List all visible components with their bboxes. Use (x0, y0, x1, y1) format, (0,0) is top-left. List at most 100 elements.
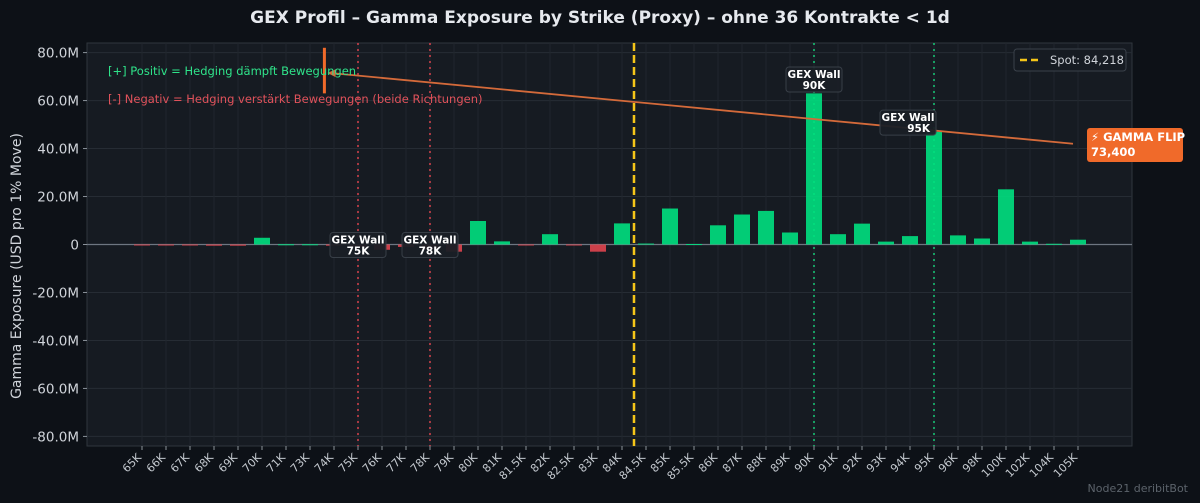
bar-82.5K (566, 244, 582, 246)
negative-annotation: [-] Negativ = Hedging verstärkt Bewegung… (108, 92, 483, 106)
wall-label-title: GEX Wall (331, 235, 384, 247)
x-tick-label: 77K (384, 450, 409, 475)
bar-100K (998, 189, 1014, 245)
y-tick-label: -80.0M (32, 429, 79, 445)
x-tick-label: 65K (120, 450, 145, 475)
bar-89K (782, 232, 798, 245)
wall-label-strike: 75K (347, 246, 371, 258)
bar-88K (758, 210, 774, 245)
y-tick-label: 80.0M (37, 46, 79, 62)
x-tick-label: 71K (264, 450, 289, 475)
gamma-flip-box (1087, 128, 1183, 162)
x-tick-label: 86K (696, 450, 721, 475)
x-tick-label: 76K (360, 450, 385, 475)
y-tick-label: 40.0M (37, 142, 79, 158)
bar-98K (974, 238, 990, 245)
x-tick-label: 67K (168, 450, 193, 475)
x-tick-label: 90K (792, 450, 817, 475)
gamma-flip-arrow (330, 72, 1074, 145)
bar-71K (278, 244, 294, 246)
wall-label-strike: 78K (419, 246, 443, 258)
wall-label-box (879, 109, 937, 136)
bar-84.5K (638, 243, 654, 245)
gamma-flip-value: 73,400 (1091, 145, 1135, 159)
wall-label-strike: 90K (803, 80, 827, 92)
bar-65K (134, 244, 150, 246)
bar-96K (950, 235, 966, 245)
x-tick-label: 100K (979, 450, 1009, 480)
x-tick-label: 78K (408, 450, 433, 475)
bar-104K (1046, 243, 1062, 245)
x-tick-label: 73K (288, 450, 313, 475)
watermark: Node21 deribitBot (1087, 482, 1188, 495)
bar-73K (302, 244, 318, 246)
legend-box (1013, 48, 1127, 72)
x-tick-label: 94K (888, 450, 913, 475)
x-tick-label: 87K (720, 450, 745, 475)
gamma-flip-label: ⚡ GAMMA FLIP 73,400 (1087, 128, 1185, 162)
bar-93K (878, 241, 894, 245)
bar-81K (494, 241, 510, 245)
bar-85.5K (686, 244, 702, 246)
bar-90K (806, 93, 822, 245)
x-tick-label: 91K (816, 450, 841, 475)
y-tick-label: 0 (70, 238, 79, 254)
x-tick-label: 93K (864, 450, 889, 475)
x-tick-label: 83K (576, 450, 601, 475)
bar-92K (854, 223, 870, 245)
bar-86K (710, 225, 726, 245)
x-tick-label: 104K (1027, 450, 1057, 480)
bar-70K (254, 237, 270, 245)
legend-spot-label: Spot: 84,218 (1050, 53, 1124, 67)
x-tick-label: 80K (456, 450, 481, 475)
bar-85K (662, 208, 678, 245)
y-axis-label: Gamma Exposure (USD pro 1% Move) (9, 133, 25, 399)
y-tick-label: 60.0M (37, 94, 79, 110)
gamma-flip-arrowhead (327, 68, 337, 77)
bar-68K (206, 244, 222, 246)
bar-94K (902, 236, 918, 245)
x-tick-label: 66K (144, 450, 169, 475)
wall-label-box (785, 66, 843, 93)
wall-label-box (401, 232, 459, 258)
bar-81.5K (518, 244, 534, 246)
bar-69K (230, 244, 246, 246)
bar-95K (926, 131, 942, 245)
x-tick-label: 79K (432, 450, 457, 475)
x-tick-label: 68K (192, 450, 217, 475)
x-tick-label: 95K (912, 450, 937, 475)
wall-label-box (329, 232, 387, 258)
y-tick-label: -60.0M (32, 381, 79, 397)
positive-annotation: [+] Positiv = Hedging dämpft Bewegungen (108, 64, 356, 78)
x-tick-label: 96K (936, 450, 961, 475)
bar-102K (1022, 241, 1038, 245)
x-tick-label: 89K (768, 450, 793, 475)
x-tick-label: 70K (240, 450, 265, 475)
y-tick-label: -40.0M (32, 333, 79, 349)
x-tick-label: 84.5K (617, 450, 649, 482)
chart-title: GEX Profil – Gamma Exposure by Strike (P… (250, 8, 950, 28)
bar-87K (734, 214, 750, 245)
x-tick-label: 88K (744, 450, 769, 475)
bar-91K (830, 234, 846, 245)
legend: Spot: 84,218 (1013, 48, 1127, 72)
x-tick-label: 82.5K (545, 450, 577, 482)
y-tick-label: 20.0M (37, 190, 79, 206)
wall-label-title: GEX Wall (787, 69, 840, 81)
bar-66K (158, 244, 174, 246)
bar-83K (590, 244, 606, 252)
wall-label-title: GEX Wall (881, 112, 934, 124)
x-tick-label: 74K (312, 450, 337, 475)
bar-82K (542, 234, 558, 245)
gamma-flip-title: ⚡ GAMMA FLIP (1091, 130, 1185, 144)
bar-105K (1070, 239, 1086, 245)
bar-80K (470, 220, 486, 245)
x-tick-label: 105K (1051, 450, 1081, 480)
bar-84K (614, 223, 630, 245)
